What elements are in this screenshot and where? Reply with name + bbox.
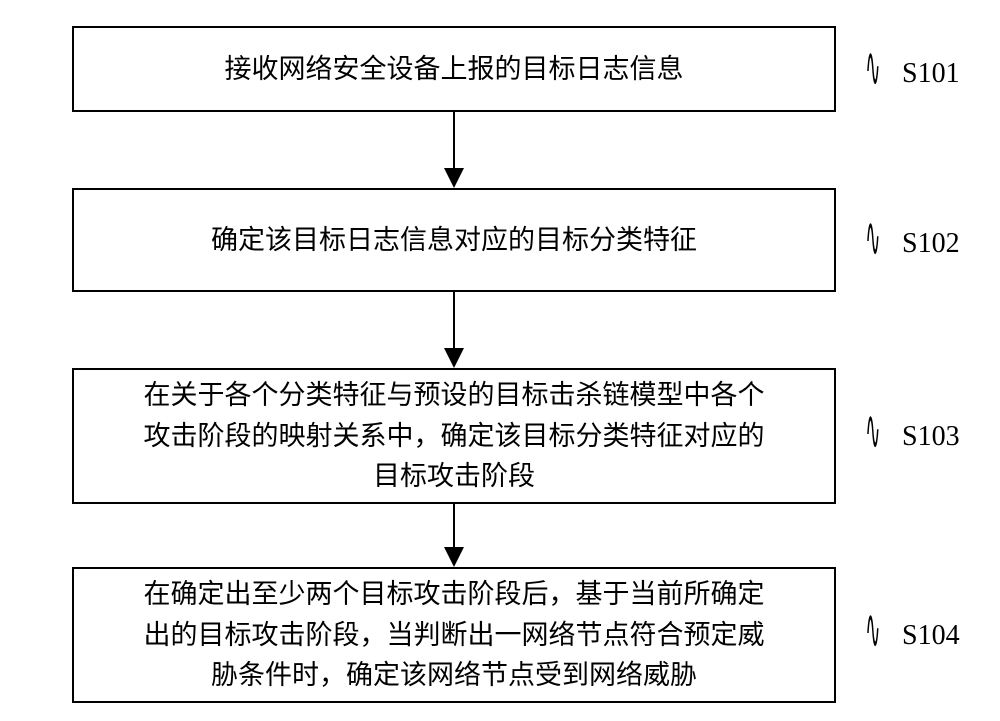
step-s103-line2: 攻击阶段的映射关系中，确定该目标分类特征对应的 — [144, 421, 765, 451]
label-s104: S104 — [902, 620, 960, 652]
brace-s104: ∿ — [865, 598, 880, 664]
step-s102-line1: 确定该目标日志信息对应的目标分类特征 — [211, 225, 697, 255]
step-s104-line1: 在确定出至少两个目标攻击阶段后，基于当前所确定 — [144, 579, 765, 609]
step-s101-line1: 接收网络安全设备上报的目标日志信息 — [225, 54, 684, 84]
step-s103-line1: 在关于各个分类特征与预设的目标击杀链模型中各个 — [144, 380, 765, 410]
step-s103-line3: 目标攻击阶段 — [373, 461, 535, 491]
step-s104-line3: 胁条件时，确定该网络节点受到网络威胁 — [211, 660, 697, 690]
step-s103: 在关于各个分类特征与预设的目标击杀链模型中各个 攻击阶段的映射关系中，确定该目标… — [72, 368, 836, 504]
step-s102: 确定该目标日志信息对应的目标分类特征 — [72, 188, 836, 292]
label-s101: S101 — [902, 58, 960, 90]
step-s101: 接收网络安全设备上报的目标日志信息 — [72, 26, 836, 112]
label-s102: S102 — [902, 228, 960, 260]
step-s104-line2: 出的目标攻击阶段，当判断出一网络节点符合预定威 — [144, 620, 765, 650]
brace-s101: ∿ — [865, 36, 880, 102]
label-s103: S103 — [902, 421, 960, 453]
brace-s103: ∿ — [865, 399, 880, 465]
flowchart-canvas: 接收网络安全设备上报的目标日志信息 ∿ S101 确定该目标日志信息对应的目标分… — [0, 0, 1000, 721]
step-s104: 在确定出至少两个目标攻击阶段后，基于当前所确定 出的目标攻击阶段，当判断出一网络… — [72, 567, 836, 703]
brace-s102: ∿ — [865, 206, 880, 272]
